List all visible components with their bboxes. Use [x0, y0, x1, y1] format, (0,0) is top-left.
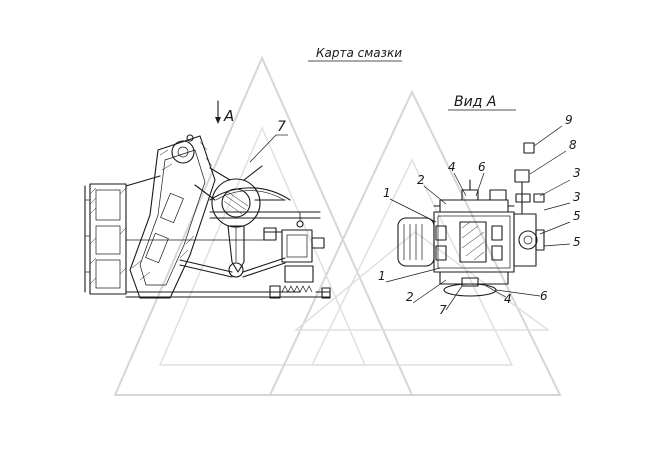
watermark — [113, 55, 562, 396]
callout-label: 6 — [540, 289, 548, 303]
view-a-callouts-right: 9 8 3 3 5 5 — [529, 113, 581, 249]
callout-label: 2 — [406, 290, 414, 304]
crusher-side-view — [84, 134, 331, 299]
callout-label: 8 — [569, 138, 577, 152]
callout-label: 1 — [383, 186, 391, 200]
callout-label: 9 — [565, 113, 573, 127]
callout-label: 6 — [478, 160, 486, 174]
section-arrow-a: А — [215, 100, 234, 125]
callout-label: 1 — [378, 269, 386, 283]
callout-label: 2 — [417, 173, 425, 187]
callout-label: 3 — [573, 166, 581, 180]
callout-label: 4 — [504, 292, 512, 306]
view-a-callouts-left: 1 2 4 6 1 2 7 4 6 — [378, 160, 548, 317]
callout-label: 5 — [573, 235, 581, 249]
left-callout-7: 7 — [249, 119, 288, 163]
callout-label: 7 — [277, 119, 286, 135]
callout-label: 3 — [573, 190, 581, 204]
view-a-title: Вид А — [454, 94, 496, 110]
callout-label: 4 — [448, 160, 456, 174]
chart-title: Карта смазки — [316, 46, 402, 60]
callout-label: 5 — [573, 209, 581, 223]
section-marker-label: А — [223, 107, 234, 125]
callout-label: 7 — [439, 303, 447, 317]
